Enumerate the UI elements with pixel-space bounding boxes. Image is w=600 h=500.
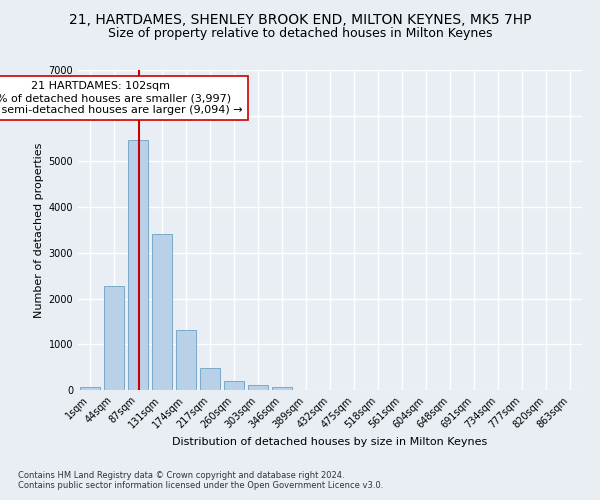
Bar bbox=[224, 381, 244, 390]
Text: 21, HARTDAMES, SHENLEY BROOK END, MILTON KEYNES, MK5 7HP: 21, HARTDAMES, SHENLEY BROOK END, MILTON… bbox=[69, 12, 531, 26]
Text: Size of property relative to detached houses in Milton Keynes: Size of property relative to detached ho… bbox=[108, 28, 492, 40]
Bar bbox=[248, 384, 268, 390]
Y-axis label: Number of detached properties: Number of detached properties bbox=[34, 142, 44, 318]
Bar bbox=[104, 286, 124, 390]
Bar bbox=[272, 388, 292, 390]
Bar bbox=[200, 368, 220, 390]
Text: 21 HARTDAMES: 102sqm
← 30% of detached houses are smaller (3,997)
69% of semi-de: 21 HARTDAMES: 102sqm ← 30% of detached h… bbox=[0, 82, 242, 114]
Bar bbox=[80, 387, 100, 390]
Text: Contains public sector information licensed under the Open Government Licence v3: Contains public sector information licen… bbox=[18, 481, 383, 490]
Text: Contains HM Land Registry data © Crown copyright and database right 2024.: Contains HM Land Registry data © Crown c… bbox=[18, 471, 344, 480]
Bar bbox=[152, 234, 172, 390]
Bar bbox=[176, 330, 196, 390]
Bar bbox=[128, 140, 148, 390]
X-axis label: Distribution of detached houses by size in Milton Keynes: Distribution of detached houses by size … bbox=[172, 437, 488, 447]
